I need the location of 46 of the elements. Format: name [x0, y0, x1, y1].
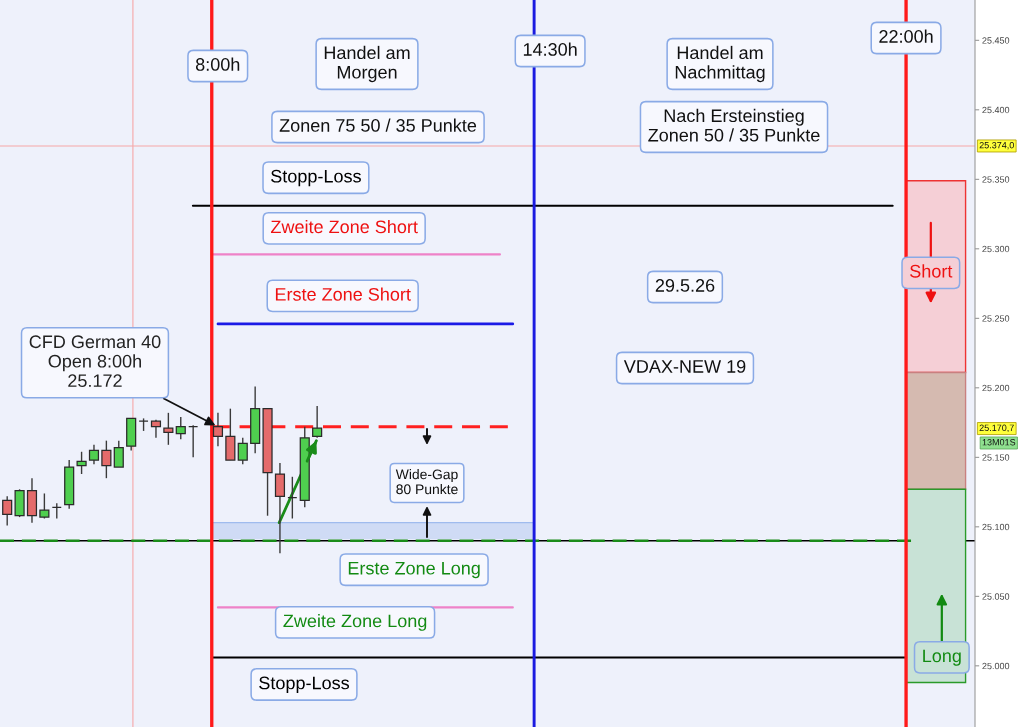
candlestick: [175, 416, 186, 440]
ref-line-label: 14:30h: [523, 42, 577, 56]
candlestick: [225, 407, 236, 461]
annotation: Stopp-Loss: [259, 676, 350, 693]
candlestick: [212, 412, 224, 447]
text: 13M01S: [982, 439, 1016, 446]
ref-line-label: 8:00h: [195, 57, 240, 71]
ref-line-label: 25.374,0: [979, 141, 1014, 150]
ref-line-label: 22:00h: [879, 29, 933, 43]
candlestick: [2, 495, 13, 527]
y-tick-label: 25.050: [982, 593, 1010, 600]
candlestick: [88, 444, 100, 465]
bar: [905, 371, 967, 490]
y-tick-label: 25.350: [982, 176, 1010, 183]
annotation: Wide-Gap 80 Punkte: [395, 469, 458, 495]
annotation: CFD German 40 Open 8:00h 25.172: [29, 335, 161, 388]
candlestick: [163, 412, 174, 446]
annotation: Handel am Morgen: [324, 45, 410, 83]
annotation: Nach Ersteinstieg Zonen 50 / 35 Punkte: [648, 108, 820, 142]
candlestick: [312, 405, 323, 439]
candlestick: [101, 439, 112, 479]
y-tick-label: 25.300: [982, 245, 1010, 253]
annotation: Erste Zone Short: [275, 287, 411, 301]
annotation: 25.170,7: [979, 424, 1014, 433]
candlestick: [274, 462, 286, 554]
y-tick-label: 25.100: [982, 523, 1010, 531]
annotation: 29.5.26: [655, 279, 715, 292]
annotation: Zweite Zone Long: [283, 614, 427, 631]
candlestick: [39, 492, 50, 520]
annotation: VDAX-NEW 19: [623, 360, 746, 373]
annotation: Zweite Zone Short: [270, 219, 418, 234]
candlestick: [237, 437, 248, 465]
annotation: Stopp-Loss: [271, 169, 361, 187]
y-tick-label: 25.200: [982, 384, 1010, 392]
y-tick-label: 25.250: [982, 315, 1010, 322]
annotation: Erste Zone Long: [348, 561, 480, 579]
y-tick-label: 25.000: [982, 662, 1010, 670]
candlestick: [76, 451, 87, 475]
series-label: Long: [923, 649, 961, 666]
series-label: Short: [910, 264, 953, 278]
y-tick-label: 25.150: [982, 454, 1010, 461]
y-tick-label: 25.400: [982, 106, 1010, 114]
annotation: Zonen 75 50 / 35 Punkte: [279, 118, 477, 132]
annotation: Handel am Nachmittag: [675, 45, 765, 83]
y-tick-label: 25.450: [982, 37, 1010, 44]
candlestick: [113, 439, 124, 468]
